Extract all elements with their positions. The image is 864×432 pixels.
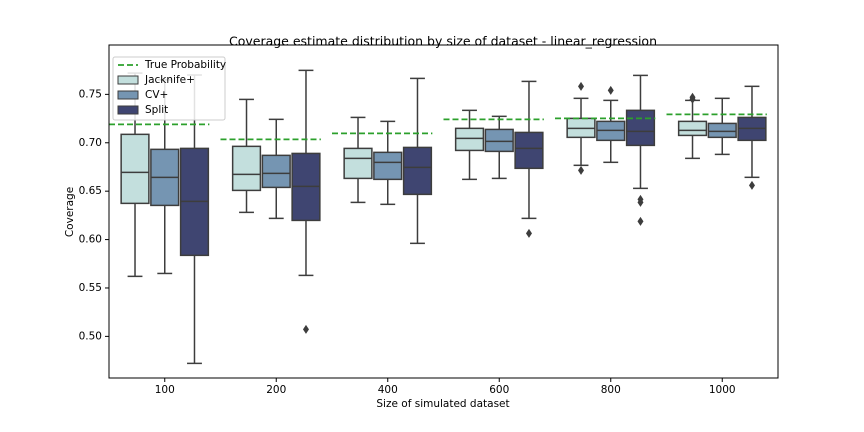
flier	[525, 228, 532, 238]
legend: True Probability Jacknife+ CV+ Split	[112, 56, 226, 121]
box	[454, 127, 485, 152]
box	[120, 133, 150, 205]
box	[514, 131, 544, 170]
legend-frame	[112, 56, 226, 121]
box	[231, 145, 262, 192]
legend-swatch	[117, 75, 139, 85]
plot-frame	[108, 44, 779, 379]
y-axis-label: Coverage	[64, 187, 76, 237]
box	[343, 147, 373, 180]
x-tick-label: 100	[155, 384, 175, 396]
box	[707, 122, 737, 139]
box	[261, 154, 291, 189]
y-tick-label: 0.60	[79, 234, 102, 246]
box	[402, 146, 433, 196]
flier	[637, 197, 644, 207]
x-axis-label: Size of simulated dataset	[376, 398, 509, 410]
flier	[578, 165, 585, 175]
flier	[637, 216, 644, 226]
x-tick-label: 1000	[709, 384, 736, 396]
y-tick-label: 0.65	[79, 185, 102, 197]
chart-title: Coverage estimate distribution by size o…	[229, 34, 657, 49]
box	[484, 128, 514, 153]
legend-swatch	[117, 105, 139, 115]
x-tick-label: 400	[378, 384, 398, 396]
legend-swatch	[117, 90, 139, 100]
box	[625, 109, 656, 147]
y-tick-label: 0.70	[79, 137, 102, 149]
flier	[748, 180, 755, 190]
y-tick-label: 0.55	[79, 282, 102, 294]
legend-label: Split	[145, 104, 168, 116]
y-tick-label: 0.75	[79, 88, 102, 100]
flier	[607, 85, 614, 95]
flier	[689, 94, 696, 104]
x-tick-label: 200	[266, 384, 286, 396]
legend-label: Jacknife+	[144, 74, 195, 86]
y-tick-label: 0.50	[79, 330, 102, 342]
x-tick-label: 800	[601, 384, 621, 396]
flier	[578, 81, 585, 91]
legend-label: CV+	[145, 89, 168, 101]
box	[373, 151, 403, 181]
box	[677, 120, 708, 137]
flier	[302, 324, 309, 334]
x-tick-label: 600	[489, 384, 509, 396]
legend-label: True Probability	[144, 59, 226, 71]
